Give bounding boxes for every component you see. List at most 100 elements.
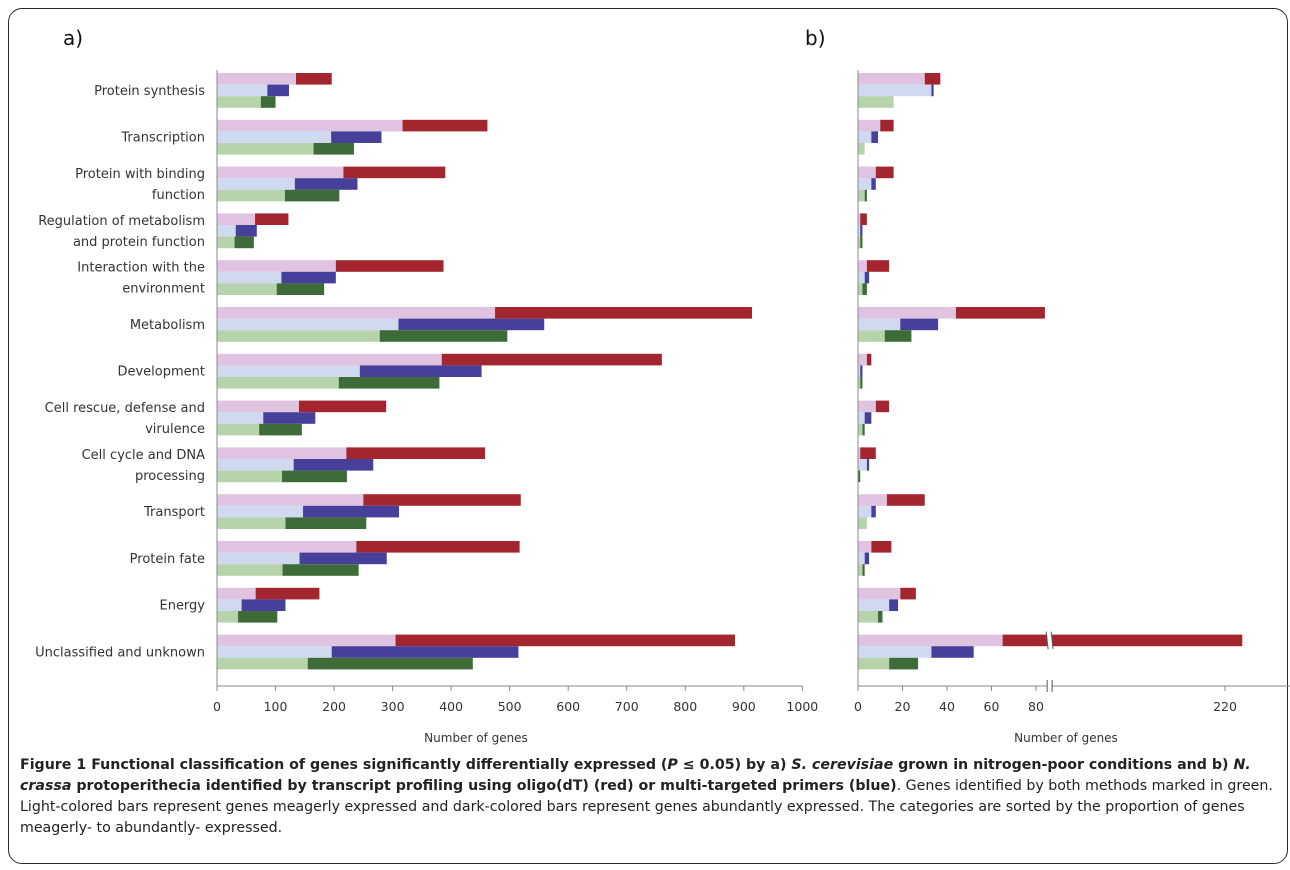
bar-a-cell-cycle-and-dna-processing-oligo-dark bbox=[346, 447, 486, 459]
bar-b-regulation-of-metabolism-and-protein-function-oligo-light bbox=[858, 213, 861, 225]
bar-b-regulation-of-metabolism-and-protein-function-multi-dark bbox=[860, 225, 863, 237]
bar-a-metabolism-oligo-light bbox=[217, 307, 496, 319]
bar-a-interaction-with-the-environment-oligo-light bbox=[217, 260, 336, 272]
bar-b-cell-rescue-defense-and-virulence-oligo-light bbox=[858, 400, 876, 413]
bar-b-unclassified-and-unknown-oligo-light bbox=[858, 634, 1003, 647]
bar-a-cell-cycle-and-dna-processing-oligo-light bbox=[217, 447, 347, 459]
bar-a-energy-multi-dark bbox=[241, 599, 286, 611]
caption-title-part-1: Functional classification of genes signi… bbox=[86, 757, 668, 773]
bar-b-cell-rescue-defense-and-virulence-both-light bbox=[858, 423, 863, 436]
bar-b-unclassified-and-unknown-both-light bbox=[858, 657, 890, 670]
bar-a-metabolism-both-light bbox=[217, 330, 380, 342]
bar-a-interaction-with-the-environment-both-dark bbox=[276, 283, 325, 295]
category-label-metabolism: Metabolism bbox=[130, 318, 205, 333]
bar-a-unclassified-and-unknown-multi-dark bbox=[331, 646, 519, 658]
caption-p-symbol: P bbox=[667, 757, 678, 773]
bar-b-interaction-with-the-environment-oligo-light bbox=[858, 260, 867, 272]
bar-b-regulation-of-metabolism-and-protein-function-multi-light bbox=[858, 225, 861, 237]
bar-a-protein-fate-both-light bbox=[217, 564, 283, 576]
bar-b-metabolism-multi-light bbox=[858, 318, 901, 331]
bar-b-energy-multi-dark bbox=[889, 599, 899, 611]
bar-a-development-oligo-light bbox=[217, 353, 442, 366]
panel-a-x-tick-label-700: 700 bbox=[615, 699, 639, 714]
bar-a-cell-cycle-and-dna-processing-both-dark bbox=[281, 470, 347, 483]
category-label-regulation-of-metabolism-and-protein-function-line-1: Regulation of metabolism bbox=[38, 214, 205, 229]
bar-b-transcription-multi-dark bbox=[871, 131, 879, 143]
bar-b-transcription-oligo-light bbox=[858, 119, 881, 132]
bar-a-protein-with-binding-function-oligo-dark bbox=[343, 166, 446, 179]
caption-species-1: S. cerevisiae bbox=[791, 757, 894, 773]
bar-a-interaction-with-the-environment-oligo-dark bbox=[335, 260, 444, 272]
bar-break-mark-left bbox=[1045, 631, 1049, 650]
bar-a-energy-both-dark bbox=[238, 611, 278, 623]
panel-a-x-tick-label-600: 600 bbox=[556, 699, 580, 714]
bar-a-interaction-with-the-environment-both-light bbox=[217, 283, 277, 295]
bar-a-unclassified-and-unknown-both-light bbox=[217, 657, 308, 670]
bar-a-cell-rescue-defense-and-virulence-both-dark bbox=[259, 423, 302, 436]
panel-a-x-tick-label-1000: 1000 bbox=[786, 699, 818, 714]
panel-a-x-tick-label-200: 200 bbox=[322, 699, 346, 714]
figure-chart: a) b) Protein synthesisTranscriptionProt… bbox=[35, 26, 1290, 745]
panel-a-x-tick-label-900: 900 bbox=[732, 699, 756, 714]
figure-caption: Figure 1 Functional classification of ge… bbox=[20, 755, 1275, 839]
bar-b-interaction-with-the-environment-both-dark bbox=[862, 283, 867, 295]
bar-b-transcription-oligo-dark bbox=[880, 119, 894, 132]
bar-a-development-multi-light bbox=[217, 365, 360, 377]
bar-b-development-multi-light bbox=[858, 365, 861, 377]
panel-b-x-tick-label-220: 220 bbox=[1213, 699, 1237, 714]
bar-b-protein-synthesis-oligo-dark bbox=[924, 73, 941, 85]
bar-b-protein-with-binding-function-multi-light bbox=[858, 178, 872, 190]
category-label-development: Development bbox=[117, 365, 205, 380]
bar-b-cell-cycle-and-dna-processing-multi-dark bbox=[866, 459, 870, 471]
bar-b-regulation-of-metabolism-and-protein-function-both-dark bbox=[860, 236, 863, 249]
bar-a-protein-synthesis-both-dark bbox=[260, 96, 276, 108]
bar-b-interaction-with-the-environment-both-light bbox=[858, 283, 863, 295]
bar-b-protein-fate-oligo-dark bbox=[871, 541, 892, 553]
panel-a-x-axis-title: Number of genes bbox=[424, 731, 528, 745]
bar-a-cell-cycle-and-dna-processing-multi-dark bbox=[293, 459, 374, 471]
bar-b-cell-rescue-defense-and-virulence-oligo-dark bbox=[875, 400, 890, 413]
bar-a-protein-with-binding-function-multi-dark bbox=[294, 178, 358, 190]
panel-a-x-tick-label-300: 300 bbox=[381, 699, 405, 714]
bar-a-regulation-of-metabolism-and-protein-function-multi-light bbox=[217, 225, 236, 237]
caption-title-part-4: protoperithecia identified by transcript… bbox=[71, 778, 897, 794]
bar-b-protein-with-binding-function-multi-dark bbox=[871, 178, 876, 190]
bar-b-development-both-dark bbox=[860, 377, 863, 389]
bar-a-regulation-of-metabolism-and-protein-function-multi-dark bbox=[235, 225, 257, 237]
bar-b-unclassified-and-unknown-oligo-dark bbox=[1002, 634, 1048, 647]
bar-a-development-oligo-dark bbox=[441, 353, 662, 366]
bar-b-energy-multi-light bbox=[858, 599, 890, 611]
bar-b-unclassified-and-unknown-multi-dark bbox=[931, 646, 974, 658]
panel-a-x-tick-label-500: 500 bbox=[498, 699, 522, 714]
bar-a-unclassified-and-unknown-oligo-light bbox=[217, 634, 396, 647]
bar-a-metabolism-multi-light bbox=[217, 318, 399, 331]
panel-a-chart: Protein synthesis Transcription Protein wi… bbox=[35, 70, 818, 714]
panel-b-x-tick-label-60: 60 bbox=[984, 699, 1000, 714]
category-label-transcription: Transcription bbox=[120, 131, 205, 146]
bar-a-metabolism-multi-dark bbox=[398, 318, 545, 331]
bar-b-interaction-with-the-environment-multi-light bbox=[858, 271, 865, 284]
bar-a-transport-multi-light bbox=[217, 505, 304, 518]
bar-b-protein-with-binding-function-oligo-light bbox=[858, 166, 876, 179]
bar-b-development-oligo-light bbox=[858, 353, 867, 366]
bar-a-energy-multi-light bbox=[217, 599, 242, 611]
panel-a-x-tick-label-100: 100 bbox=[264, 699, 288, 714]
category-label-interaction-with-the-environment-line-1: Interaction with the bbox=[77, 261, 205, 276]
bar-b-transcription-multi-light bbox=[858, 131, 872, 143]
bar-b-transport-multi-light bbox=[858, 505, 872, 518]
panel-b-x-tick-label-40: 40 bbox=[939, 699, 955, 714]
category-label-unclassified-and-unknown: Unclassified and unknown bbox=[35, 646, 205, 661]
bar-a-protein-synthesis-multi-dark bbox=[267, 84, 289, 97]
category-label-protein-with-binding-function-line-1: Protein with binding bbox=[75, 167, 205, 182]
category-label-cell-rescue-defense-and-virulence-line-2: virulence bbox=[145, 422, 205, 437]
bar-b-development-both-light bbox=[858, 377, 861, 389]
bar-a-regulation-of-metabolism-and-protein-function-oligo-light bbox=[217, 213, 256, 225]
category-label-interaction-with-the-environment-line-2: environment bbox=[122, 282, 205, 297]
bar-b-energy-oligo-dark bbox=[900, 587, 916, 600]
bar-a-regulation-of-metabolism-and-protein-function-both-dark bbox=[234, 236, 254, 249]
bar-a-transcription-both-light bbox=[217, 143, 314, 155]
caption-body: Genes identified by both methods marked … bbox=[20, 778, 1273, 836]
bar-b-energy-both-light bbox=[858, 611, 879, 623]
bar-a-unclassified-and-unknown-multi-light bbox=[217, 646, 332, 658]
bar-b-protein-fate-multi-light bbox=[858, 552, 865, 565]
